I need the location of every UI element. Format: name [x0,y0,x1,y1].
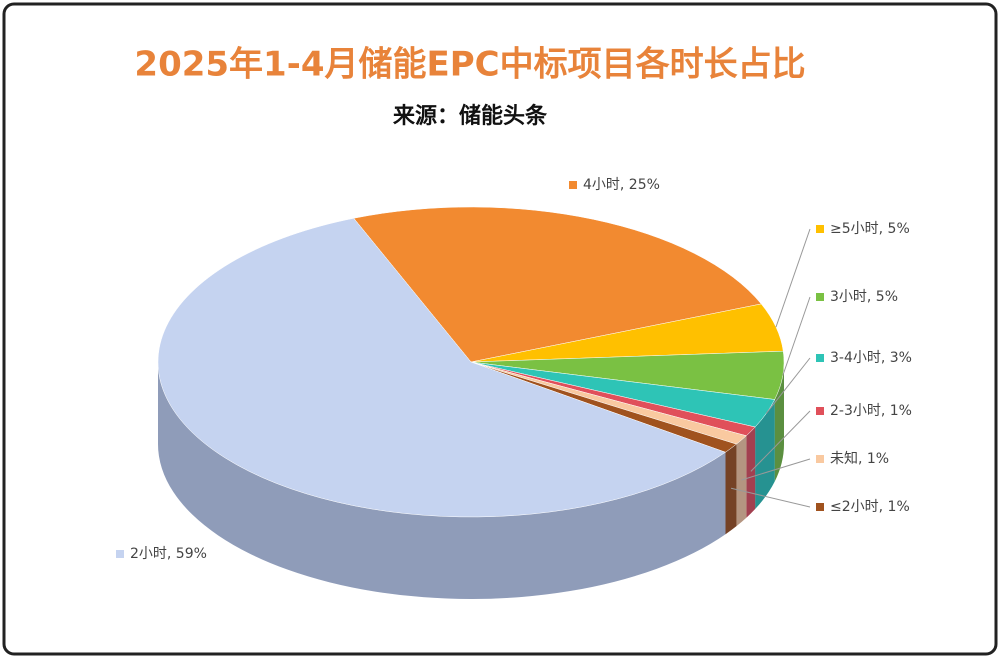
slice-side [157,362,726,599]
data-label: ≥5小时, 5% [830,221,910,237]
slice-side [725,444,737,535]
legend-marker [116,550,124,558]
leader-line [782,296,811,376]
legend-marker [816,407,824,415]
legend-marker [816,455,824,463]
data-label: 2-3小时, 1% [830,403,912,419]
leader-line [750,410,811,472]
leader-line [765,357,811,414]
data-label: 3-4小时, 3% [830,350,912,366]
chart-title: 2025年1-4月储能EPC中标项目各时长占比 [134,45,805,85]
slice-side [746,427,756,518]
leader-line [775,228,811,328]
data-label: ≤2小时, 1% [830,499,910,515]
legend-marker [816,293,824,301]
legend-marker [816,225,824,233]
slice-side [736,435,747,527]
legend-marker [816,354,824,362]
slice-shade [157,362,726,599]
legend-marker [816,503,824,511]
slice-shade [736,435,747,527]
slice [353,206,762,363]
slice-shade [755,399,775,510]
data-label: 未知, 1% [830,450,889,467]
slice-side [774,362,784,482]
slice-shade [746,427,756,518]
slice [157,218,727,518]
slice-shade [774,362,784,482]
data-label: 3小时, 5% [830,289,898,305]
slice-side [755,399,775,510]
chart-subtitle: 来源：储能头条 [392,103,548,129]
leader-line [730,487,811,508]
slice-shade [725,444,737,535]
leader-line [741,458,811,481]
legend-marker [569,181,577,189]
data-label: 4小时, 25% [583,177,660,193]
data-label: 2小时, 59% [130,546,207,562]
